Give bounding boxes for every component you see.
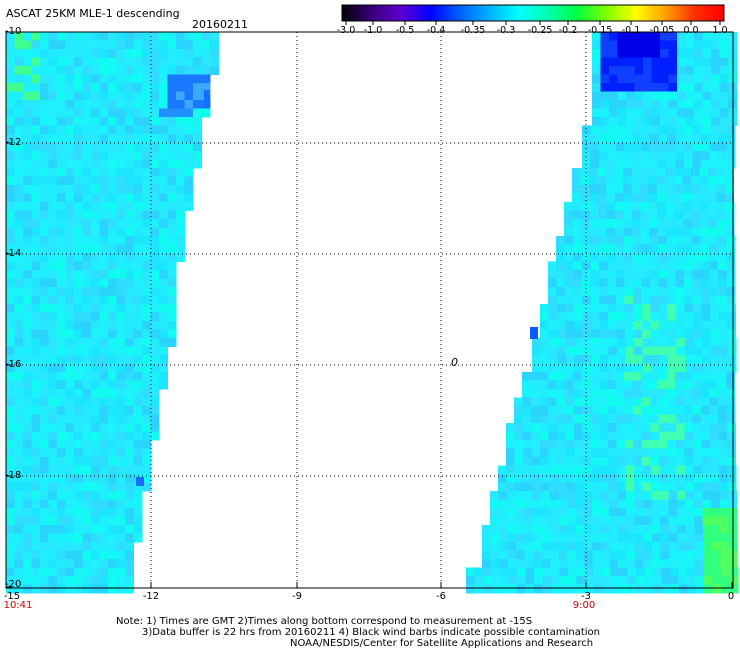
east-swath [466, 32, 739, 594]
colorbar [341, 4, 725, 25]
lon-label-15: -15 [3, 591, 21, 602]
time-label-east: 9:00 [572, 600, 596, 611]
lat-label-18: -18 [5, 470, 22, 481]
colorbar-gradient [341, 4, 725, 22]
colorbar-label: -3.0 [336, 25, 356, 36]
lon-label-12: -12 [142, 591, 160, 602]
colorbar-label: -0.2 [558, 25, 578, 36]
colorbar-label: -0.1 [621, 25, 641, 36]
lon-label-0: 0 [727, 591, 735, 602]
note-line-1: Note: 1) Times are GMT 2)Times along bot… [116, 616, 533, 627]
colorbar-label: -0.35 [460, 25, 486, 36]
lat-label-16: -16 [5, 359, 22, 370]
lon-label-3: -3 [581, 591, 591, 602]
colorbar-label: -0.4 [426, 25, 446, 36]
time-label-west: 10:41 [3, 600, 33, 611]
colorbar-label: -0.3 [496, 25, 516, 36]
note-line-2: 3)Data buffer is 22 hrs from 20160211 4)… [142, 627, 600, 638]
map-date: 20160211 [192, 18, 248, 31]
colorbar-label: -0.15 [587, 25, 613, 36]
colorbar-label: -1.0 [363, 25, 383, 36]
lon-label-6: -6 [436, 591, 446, 602]
colorbar-label: -0.25 [527, 25, 553, 36]
lat-label-10: -10 [5, 26, 22, 37]
map-border [5, 31, 734, 589]
point-marker-label: 0 [451, 356, 458, 369]
colorbar-label: 0.0 [683, 25, 699, 36]
west-swath [6, 32, 219, 594]
note-line-3: NOAA/NESDIS/Center for Satellite Applica… [290, 638, 594, 649]
lon-label-9: -9 [292, 591, 302, 602]
lat-label-14: -14 [5, 248, 22, 259]
map-title: ASCAT 25KM MLE-1 descending [6, 7, 180, 20]
lat-label-12: -12 [5, 137, 22, 148]
lat-label-20: -20 [5, 579, 22, 590]
colorbar-label: -0.05 [649, 25, 675, 36]
colorbar-label: -0.5 [395, 25, 415, 36]
colorbar-label: 1.0 [712, 25, 728, 36]
